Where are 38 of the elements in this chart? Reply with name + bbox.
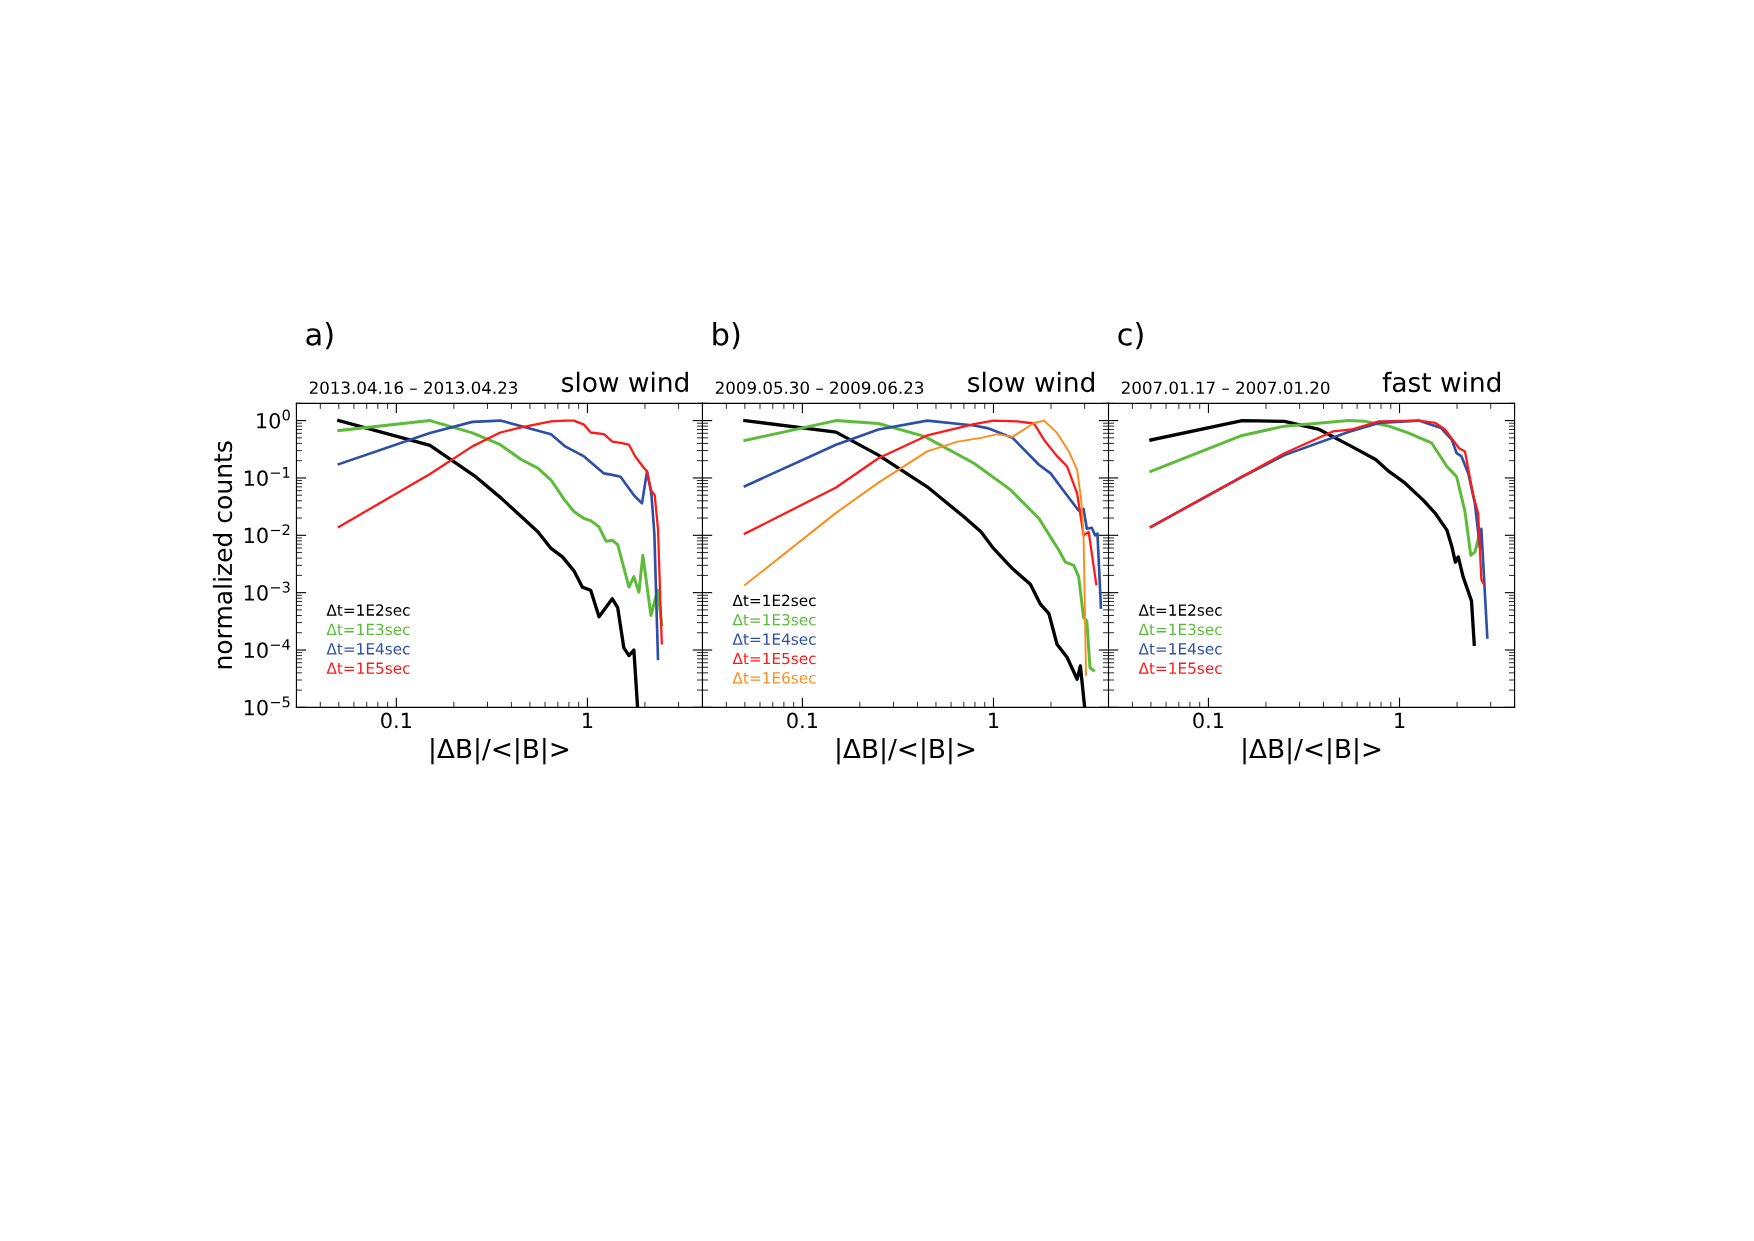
text: Δt=1E3sec bbox=[1138, 623, 1222, 636]
x-tick-label: 0.1 bbox=[787, 712, 818, 729]
y-tick-label: 10$^{−5}$ bbox=[244, 696, 290, 716]
text: Δt=1E3sec bbox=[326, 623, 410, 636]
y-tick-label: 10$^{−2}$ bbox=[244, 524, 290, 544]
x-tick-label: 1 bbox=[583, 712, 593, 729]
y-axis-title: normalized counts bbox=[212, 441, 233, 669]
text: Δt=1E2sec bbox=[1138, 604, 1222, 616]
chart-title: fast wind bbox=[1382, 371, 1501, 393]
text: Δt=1E5sec bbox=[1138, 662, 1222, 674]
text: Δt=1E3sec bbox=[732, 613, 816, 626]
x-axis-title: |ΔB|/<|B|> bbox=[1243, 737, 1381, 765]
x-tick-label: 0.1 bbox=[381, 712, 411, 729]
x-tick-label: 1 bbox=[989, 712, 999, 729]
text: b) bbox=[713, 322, 740, 350]
text: c) bbox=[1118, 322, 1143, 350]
text: a) bbox=[306, 322, 333, 350]
text: Δt=1E2sec bbox=[326, 604, 410, 616]
y-tick-label: 10$^{0}$ bbox=[257, 409, 290, 429]
text: Δt=1E4sec bbox=[326, 643, 410, 655]
x-axis-title: |ΔB|/<|B|> bbox=[837, 737, 975, 765]
text: Δt=1E6sec bbox=[732, 672, 816, 684]
y-tick-label: 10$^{−3}$ bbox=[244, 581, 290, 601]
x-tick-label: 1 bbox=[1395, 712, 1405, 729]
text: Δt=1E4sec bbox=[1138, 643, 1222, 655]
text: Δt=1E2sec bbox=[732, 594, 816, 607]
y-tick-label: 10$^{−4}$ bbox=[244, 639, 290, 659]
text: Δt=1E5sec bbox=[732, 652, 816, 665]
x-tick-label: 0.1 bbox=[1193, 712, 1224, 729]
chart-subtitle: 2009.05.30 – 2009.06.23 bbox=[715, 381, 924, 395]
text: Δt=1E4sec bbox=[732, 633, 816, 645]
y-tick-label: 10$^{−1}$ bbox=[244, 467, 290, 487]
chart-subtitle: 2013.04.16 – 2013.04.23 bbox=[309, 381, 518, 395]
chart-title: slow wind bbox=[562, 371, 688, 393]
text: Δt=1E5sec bbox=[326, 662, 410, 674]
chart-subtitle: 2007.01.17 – 2007.01.20 bbox=[1121, 381, 1330, 395]
chart-title: slow wind bbox=[968, 371, 1094, 393]
x-axis-title: |ΔB|/<|B|> bbox=[431, 737, 569, 765]
